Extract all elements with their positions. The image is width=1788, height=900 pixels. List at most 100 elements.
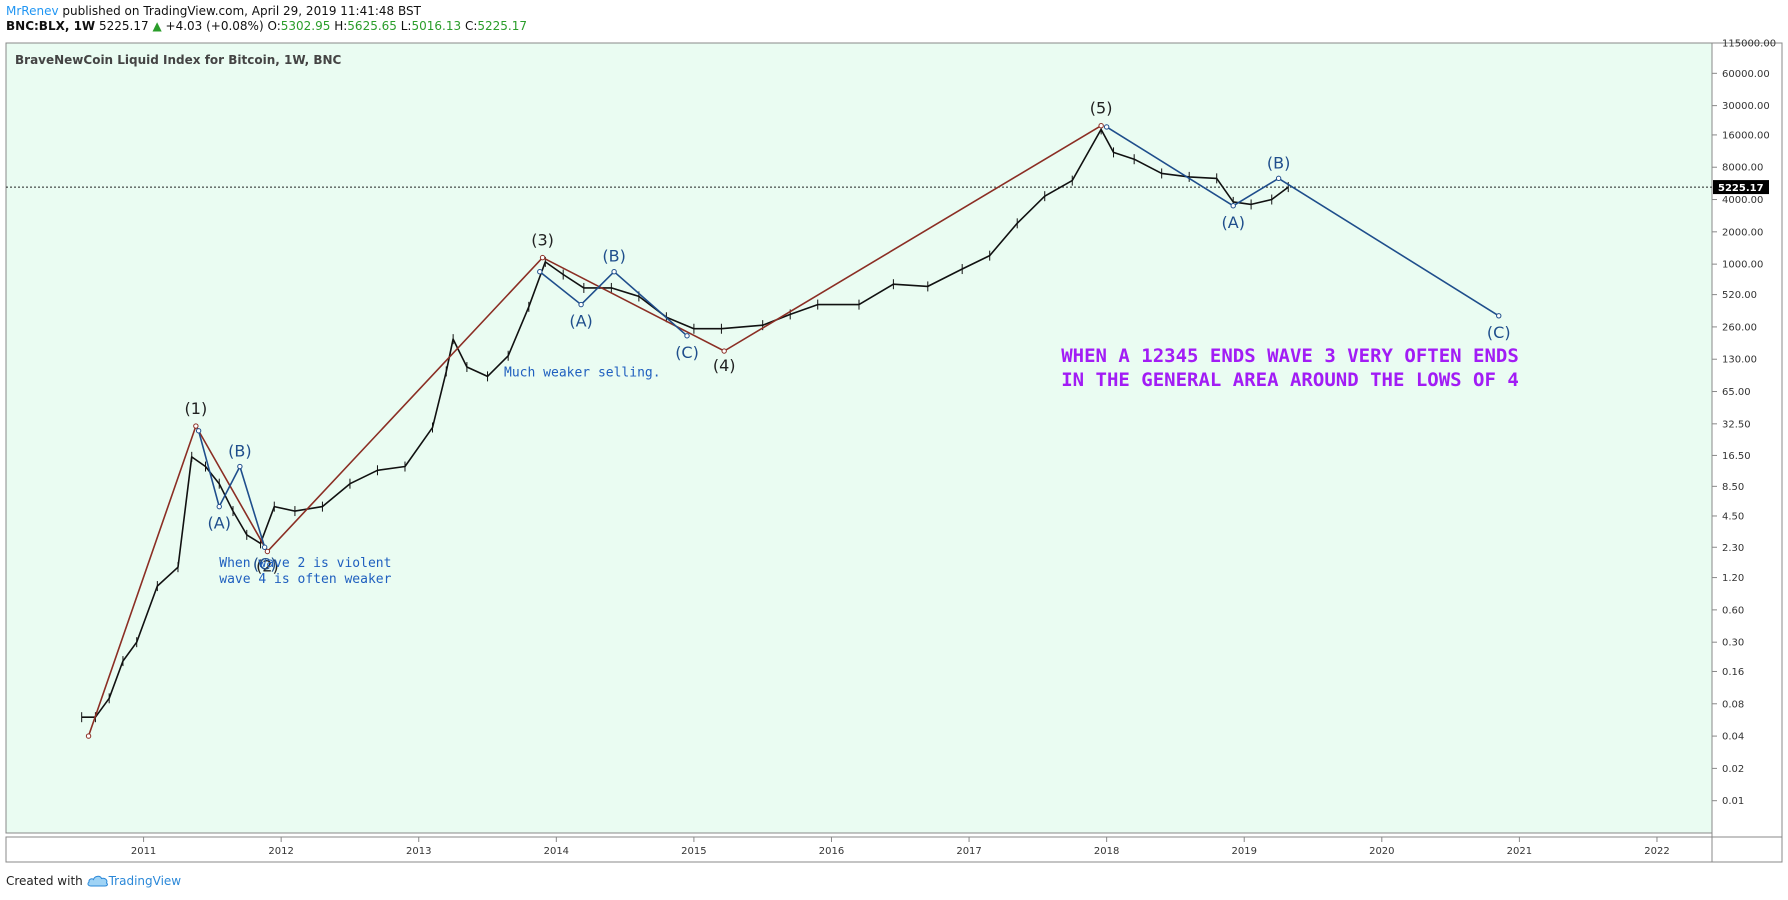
corrective-wave-label: (C) (253, 554, 277, 573)
last-price-line: 5225.17 (6, 180, 1769, 195)
corrective-wave-point (537, 269, 543, 275)
corrective-wave-label: (B) (1267, 153, 1290, 172)
impulse-wave-point (539, 254, 546, 261)
chart-title: BraveNewCoin Liquid Index for Bitcoin, 1… (15, 53, 342, 67)
corrective-wave-label: (B) (602, 247, 625, 266)
open-value: 5302.95 (280, 19, 331, 33)
annotations: When wave 2 is violent wave 4 is often we… (219, 345, 1519, 587)
price-tick-label: 8000.00 (1722, 163, 1763, 174)
price-tick-label: 0.08 (1722, 699, 1744, 710)
publish-info: published on TradingView.com, April 29, … (58, 4, 421, 18)
price-tick-label: 8.50 (1722, 482, 1744, 493)
price-tick-label: 1.20 (1722, 573, 1744, 584)
annotation-text: When wave 2 is violent wave 4 is often we… (219, 556, 391, 587)
ohlc-line: BNC:BLX, 1W 5225.17 ▲ +4.03 (+0.08%) O:5… (6, 19, 527, 34)
time-tick-label: 2013 (406, 846, 431, 857)
time-tick-label: 2014 (544, 846, 569, 857)
last-price-tag-label: 5225.17 (1718, 183, 1764, 194)
created-with-text: Created with (6, 874, 83, 888)
time-tick-label: 2017 (956, 846, 981, 857)
price-tick-label: 30000.00 (1722, 101, 1770, 112)
corrective-wave-line (197, 430, 266, 548)
high-value: 5625.65 (347, 19, 397, 33)
price-tick-label: 0.01 (1722, 796, 1744, 807)
up-triangle-icon: ▲ (152, 19, 162, 33)
price-tick-label: 32.50 (1722, 419, 1751, 430)
time-tick-label: 2021 (1507, 846, 1532, 857)
open-label: O: (267, 19, 281, 33)
annotation-text: Much weaker selling. (504, 365, 661, 380)
tradingview-cloud-icon (87, 875, 108, 887)
corrective-wave-point (1103, 124, 1110, 130)
last-price: 5225.17 (99, 19, 149, 33)
corrective-wave-label: (B) (228, 442, 251, 461)
impulse-wave-label: (5) (1090, 99, 1113, 118)
corrective-wave-point (1230, 203, 1236, 209)
impulse-wave-point (85, 733, 92, 739)
time-tick-label: 2016 (819, 846, 844, 857)
corrective-wave-point (195, 428, 202, 434)
publish-line: MrRenev published on TradingView.com, Ap… (6, 4, 527, 19)
price-tick-label: 260.00 (1722, 322, 1757, 333)
price-change: +4.03 (+0.08%) (165, 19, 264, 33)
footer: Created with TradingView (6, 874, 181, 888)
corrective-wave-line (539, 270, 688, 337)
price-tick-label: 60000.00 (1722, 69, 1770, 80)
price-tick-label: 115000.00 (1722, 39, 1776, 50)
price-tick-label: 0.16 (1722, 667, 1744, 678)
corrective-wave-point (578, 301, 584, 308)
symbol-label: BNC:BLX, 1W (6, 19, 96, 33)
time-tick-label: 2020 (1369, 846, 1394, 857)
annotation-line: wave 4 is often weaker (219, 572, 391, 587)
impulse-wave-point (264, 548, 271, 555)
corrective-wave-label: (A) (1222, 213, 1245, 232)
close-value: 5225.17 (477, 19, 527, 33)
corrective-wave-point (261, 544, 268, 550)
corrective-wave-label: (A) (208, 514, 231, 533)
price-tick-label: 1000.00 (1722, 260, 1763, 271)
corrective-wave-point (1496, 313, 1502, 319)
price-tick-label: 130.00 (1722, 355, 1757, 366)
time-tick-label: 2019 (1231, 846, 1256, 857)
headline-line: WHEN A 12345 ENDS WAVE 3 VERY OFTEN ENDS (1061, 345, 1519, 367)
impulse-wave-label: (4) (713, 356, 736, 375)
price-tick-label: 0.60 (1722, 605, 1744, 616)
price-tick-label: 65.00 (1722, 387, 1751, 398)
impulse-wave-point (193, 423, 199, 429)
tradingview-link[interactable]: TradingView (108, 874, 182, 888)
corrective-wave-point (216, 503, 222, 510)
last-price-tag (1713, 180, 1769, 195)
price-tick-label: 0.30 (1722, 638, 1744, 649)
price-tick-label: 16.50 (1722, 451, 1751, 462)
author-link[interactable]: MrRenev (6, 4, 59, 18)
impulse-wave-point (1098, 123, 1104, 129)
impulse-wave-line (87, 125, 1102, 737)
price-tick-label: 4.50 (1722, 511, 1744, 522)
close-label: C: (464, 19, 478, 33)
headline-line: IN THE GENERAL AREA AROUND THE LOWS OF 4 (1061, 369, 1519, 391)
corrective-wave-label: (C) (1487, 323, 1511, 342)
price-series (81, 124, 1289, 723)
price-tick-label: 2.30 (1722, 543, 1744, 554)
price-axis: 115000.00 60000.00 30000.00 16000.00 8000.00… (1712, 39, 1776, 807)
time-tick-label: 2018 (1094, 846, 1119, 857)
corrective-wave-line (1106, 126, 1500, 317)
low-value: 5016.13 (411, 19, 462, 33)
time-axis-frame (5, 836, 1783, 863)
time-tick-label: 2011 (131, 846, 156, 857)
annotation-line: Much weaker selling. (504, 365, 661, 380)
price-tick-label: 520.00 (1722, 290, 1757, 301)
price-tick-label: 2000.00 (1722, 227, 1763, 238)
impulse-wave-label: (2) (256, 556, 279, 575)
corrective-wave-label: (A) (569, 312, 592, 331)
annotation-line: When wave 2 is violent (219, 556, 391, 571)
plot-background (5, 42, 1713, 834)
price-tick-label: 16000.00 (1722, 130, 1770, 141)
time-tick-label: 2012 (268, 846, 293, 857)
price-axis-frame (1711, 42, 1783, 838)
price-tick-label: 0.04 (1722, 732, 1744, 743)
time-tick-label: 2022 (1644, 846, 1669, 857)
impulse-wave-point (721, 348, 727, 354)
elliott-waves: (1) (2) (3) (4) (5) (A) (B) (C) (A) (B) (C) (A) (B) (… (85, 99, 1511, 739)
